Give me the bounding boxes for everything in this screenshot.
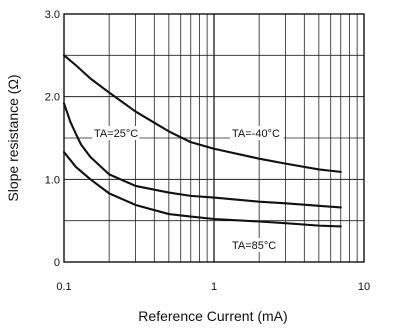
y-tick-label: 3.0: [45, 9, 60, 21]
x-tick-label: 0.1: [56, 281, 71, 293]
series-line-1: [62, 102, 342, 209]
series-label-1: TA=25°C: [94, 128, 138, 140]
series-layer: [62, 54, 342, 228]
y-axis-title: Slope resistance (Ω): [5, 74, 21, 201]
grid-layer: [64, 14, 364, 262]
y-tick-label: 2.0: [45, 92, 60, 104]
curve-label-mask: [230, 126, 284, 140]
y-tick-label: 0: [54, 257, 60, 269]
label-layer: 0.1 1 10 0 1.0 2.0 3.0 TA=-40°C TA=25°C TA=85°C: [45, 9, 370, 293]
y-tick-label: 1.0: [45, 174, 60, 186]
series-label-2: TA=85°C: [232, 240, 276, 252]
x-tick-label: 1: [211, 281, 217, 293]
x-tick-label: 10: [358, 281, 370, 293]
x-axis-title: Reference Current (mA): [138, 308, 287, 324]
curve-label-mask: [230, 238, 278, 252]
series-label-0: TA=-40°C: [232, 128, 280, 140]
series-line-0: [62, 54, 342, 173]
axes-layer: [63, 13, 365, 263]
plot-frame: [63, 13, 365, 263]
series-line-2: [62, 151, 342, 228]
curve-label-mask: [92, 126, 140, 140]
